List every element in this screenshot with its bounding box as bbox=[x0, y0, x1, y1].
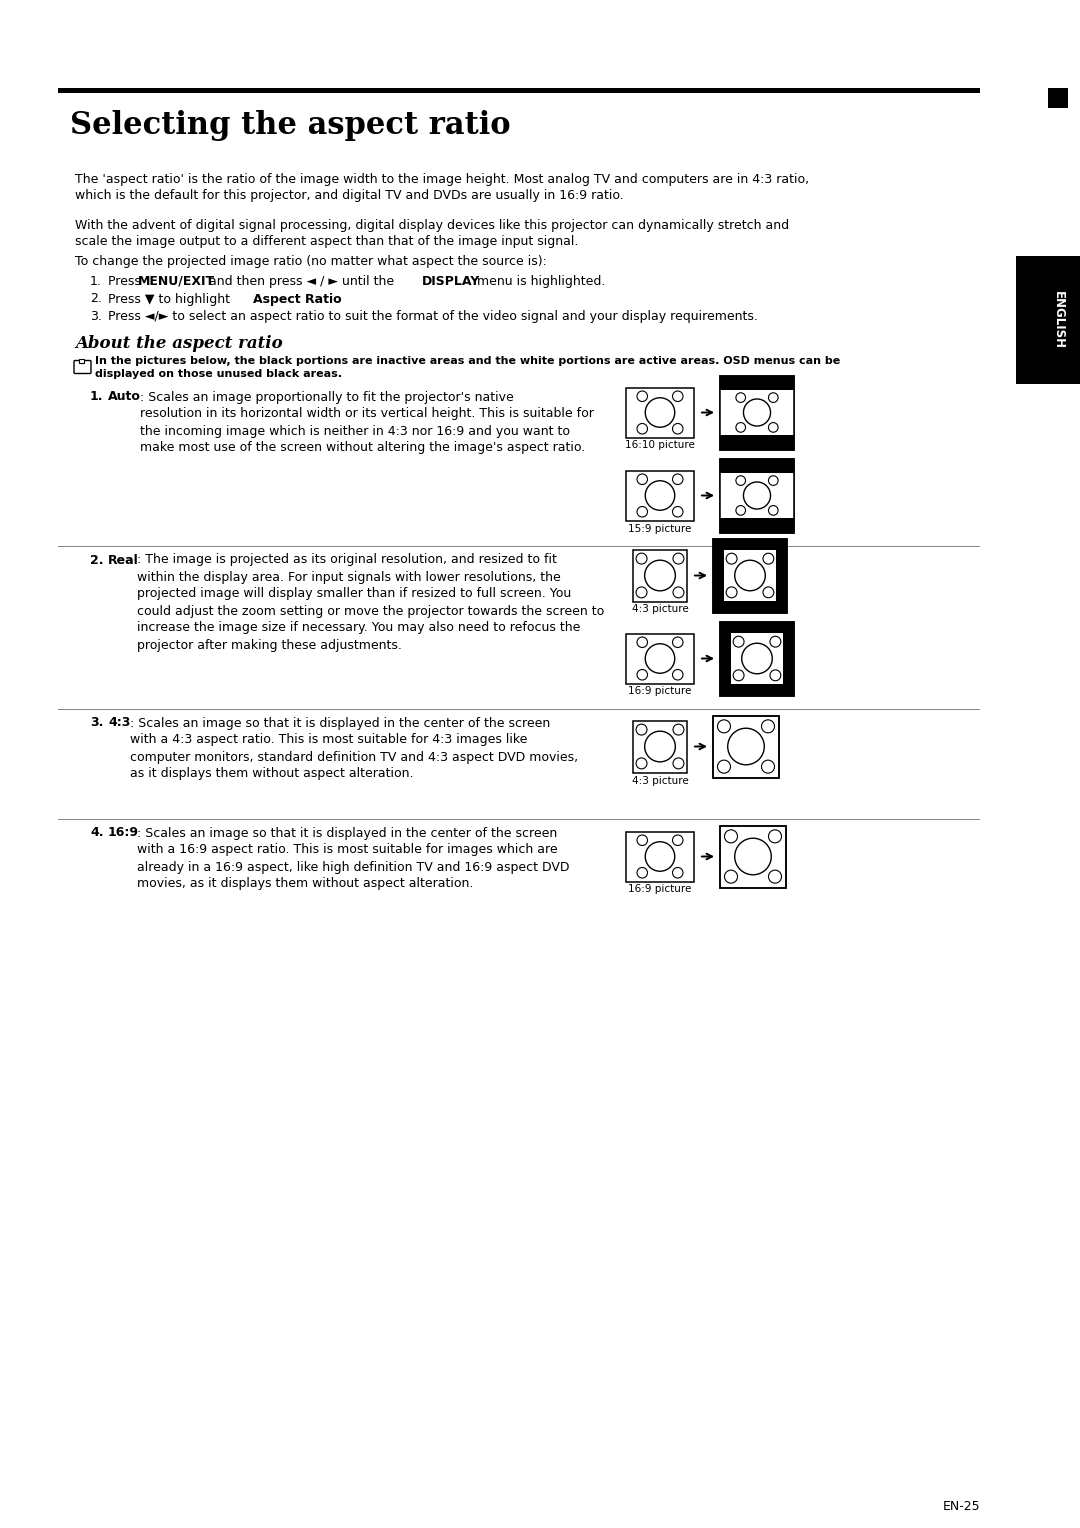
Text: : Scales an image proportionally to fit the projector's native
resolution in its: : Scales an image proportionally to fit … bbox=[140, 391, 594, 454]
Bar bbox=[724, 550, 775, 602]
Text: 3.: 3. bbox=[90, 717, 104, 729]
Text: EN-25: EN-25 bbox=[943, 1500, 980, 1513]
Text: 3.: 3. bbox=[90, 310, 102, 322]
Text: To change the projected image ratio (no matter what aspect the source is):: To change the projected image ratio (no … bbox=[75, 255, 546, 267]
Bar bbox=[731, 633, 783, 685]
Text: Selecting the aspect ratio: Selecting the aspect ratio bbox=[70, 110, 511, 141]
Text: Auto: Auto bbox=[108, 391, 140, 403]
Text: 16:9 picture: 16:9 picture bbox=[629, 885, 691, 894]
Text: Press ◄/► to select an aspect ratio to suit the format of the video signal and y: Press ◄/► to select an aspect ratio to s… bbox=[108, 310, 758, 322]
Text: 2.: 2. bbox=[90, 292, 102, 306]
Text: : Scales an image so that it is displayed in the center of the screen
with a 4:3: : Scales an image so that it is displaye… bbox=[130, 717, 578, 781]
Text: 15:9 picture: 15:9 picture bbox=[629, 524, 691, 533]
Bar bbox=[626, 831, 694, 882]
Bar bbox=[720, 622, 794, 695]
Text: menu is highlighted.: menu is highlighted. bbox=[473, 275, 606, 287]
Bar bbox=[633, 550, 687, 602]
Bar bbox=[626, 471, 694, 521]
Text: Press: Press bbox=[108, 275, 145, 287]
Text: MENU/EXIT: MENU/EXIT bbox=[138, 275, 215, 287]
Bar bbox=[1048, 89, 1068, 108]
Text: 16:10 picture: 16:10 picture bbox=[625, 440, 694, 451]
Bar bbox=[713, 538, 787, 613]
Text: 4.: 4. bbox=[90, 827, 104, 839]
Text: 16:9 picture: 16:9 picture bbox=[629, 686, 691, 697]
Text: In the pictures below, the black portions are inactive areas and the white porti: In the pictures below, the black portion… bbox=[95, 356, 840, 379]
Text: Press ▼ to highlight: Press ▼ to highlight bbox=[108, 292, 234, 306]
Bar bbox=[720, 458, 794, 532]
Text: About the aspect ratio: About the aspect ratio bbox=[75, 335, 283, 351]
FancyBboxPatch shape bbox=[75, 361, 91, 373]
Bar bbox=[720, 622, 794, 695]
Text: 4:3 picture: 4:3 picture bbox=[632, 605, 688, 614]
Bar bbox=[720, 825, 786, 888]
Text: 4:3: 4:3 bbox=[108, 717, 131, 729]
Bar bbox=[79, 359, 84, 362]
Text: 1.: 1. bbox=[90, 391, 104, 403]
Text: and then press ◄ / ► until the: and then press ◄ / ► until the bbox=[205, 275, 399, 287]
Bar bbox=[713, 538, 787, 613]
Text: .: . bbox=[336, 292, 340, 306]
Text: ENGLISH: ENGLISH bbox=[1052, 290, 1065, 348]
Text: : The image is projected as its original resolution, and resized to fit
within t: : The image is projected as its original… bbox=[137, 553, 604, 651]
Text: With the advent of digital signal processing, digital display devices like this : With the advent of digital signal proces… bbox=[75, 219, 789, 249]
Text: : Scales an image so that it is displayed in the center of the screen
with a 16:: : Scales an image so that it is displaye… bbox=[137, 827, 569, 891]
Text: The 'aspect ratio' is the ratio of the image width to the image height. Most ana: The 'aspect ratio' is the ratio of the i… bbox=[75, 173, 809, 203]
Bar bbox=[720, 376, 794, 449]
Bar bbox=[633, 721, 687, 773]
Bar bbox=[720, 390, 794, 435]
Bar bbox=[626, 634, 694, 683]
Bar bbox=[713, 715, 779, 778]
Bar bbox=[58, 89, 980, 93]
Text: 1.: 1. bbox=[90, 275, 102, 287]
Bar bbox=[720, 825, 786, 888]
Text: DISPLAY: DISPLAY bbox=[422, 275, 481, 287]
Text: Aspect Ratio: Aspect Ratio bbox=[253, 292, 341, 306]
Bar bbox=[626, 388, 694, 437]
Text: 4:3 picture: 4:3 picture bbox=[632, 776, 688, 785]
Bar bbox=[720, 458, 794, 532]
Bar bbox=[720, 472, 794, 518]
Text: Real: Real bbox=[108, 553, 138, 567]
Bar bbox=[720, 376, 794, 449]
Text: 2.: 2. bbox=[90, 553, 104, 567]
Text: 16:9: 16:9 bbox=[108, 827, 139, 839]
Bar bbox=[713, 715, 779, 778]
